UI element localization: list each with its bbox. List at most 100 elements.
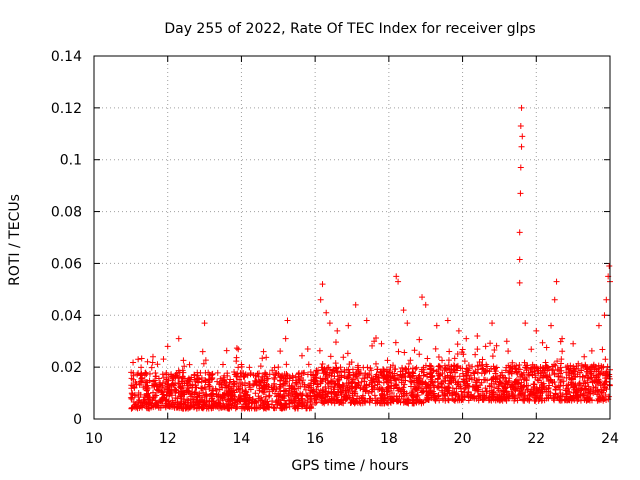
x-tick-label: 12 [159, 431, 177, 447]
data-point [422, 397, 429, 404]
data-point [597, 394, 604, 401]
data-point [317, 375, 324, 382]
data-point [597, 370, 604, 377]
data-point [459, 346, 466, 353]
data-point [227, 376, 234, 383]
data-point [390, 362, 397, 369]
data-point [356, 399, 363, 406]
data-point [531, 381, 538, 388]
data-point-notable [284, 317, 291, 324]
data-point [435, 383, 442, 390]
data-point [235, 364, 242, 371]
data-point-notable [517, 190, 524, 197]
data-point [197, 398, 204, 405]
data-point [266, 392, 273, 399]
data-point [286, 382, 293, 389]
data-point [180, 369, 187, 376]
data-point [479, 396, 486, 403]
data-point [466, 375, 473, 382]
data-point [275, 390, 282, 397]
data-point [491, 384, 498, 391]
data-point [202, 369, 209, 376]
data-point [449, 385, 456, 392]
data-point [442, 377, 449, 384]
data-point [236, 396, 243, 403]
data-point [349, 388, 356, 395]
data-point [307, 398, 314, 405]
data-point [489, 353, 496, 360]
data-point [174, 395, 181, 402]
data-point [432, 345, 439, 352]
data-point [438, 379, 445, 386]
data-point [430, 367, 437, 374]
data-point [599, 389, 606, 396]
data-point [576, 373, 583, 380]
data-point [515, 392, 522, 399]
data-point [518, 379, 525, 386]
data-point-notable [404, 320, 411, 327]
data-point [474, 346, 481, 353]
data-point [590, 385, 597, 392]
data-point [452, 379, 459, 386]
data-point [527, 390, 534, 397]
data-point [399, 364, 406, 371]
data-point [133, 403, 140, 410]
data-point [219, 377, 226, 384]
data-point [519, 396, 526, 403]
data-point [227, 396, 234, 403]
data-point [330, 386, 337, 393]
data-point [263, 405, 270, 412]
y-tick-label: 0.06 [51, 256, 82, 272]
data-point-notable [581, 353, 588, 360]
data-point [426, 362, 433, 369]
data-point [579, 374, 586, 381]
data-point [162, 397, 169, 404]
data-point [472, 351, 479, 358]
data-point [224, 372, 231, 379]
data-point [583, 395, 590, 402]
data-point [372, 379, 379, 385]
data-point [172, 379, 179, 386]
y-tick-label: 0.14 [51, 49, 82, 65]
data-point [450, 397, 457, 404]
data-point [239, 381, 246, 388]
data-point [275, 397, 282, 404]
data-point-notable [345, 322, 352, 329]
data-point [395, 348, 402, 355]
data-point [332, 366, 339, 373]
data-point [558, 397, 565, 404]
data-point [371, 392, 378, 399]
data-point [425, 390, 432, 397]
data-point [321, 400, 328, 407]
data-point [289, 400, 296, 407]
data-point [235, 346, 242, 353]
data-point [208, 398, 215, 405]
data-point [321, 365, 328, 372]
data-point [208, 392, 215, 399]
data-point [475, 376, 482, 383]
data-point [400, 399, 407, 406]
data-point [422, 379, 429, 386]
data-point [431, 396, 438, 403]
data-point [179, 390, 186, 397]
data-point [529, 372, 536, 379]
data-point [554, 366, 561, 373]
data-point [451, 366, 458, 373]
data-point [225, 401, 232, 408]
data-point [280, 388, 287, 395]
data-point [523, 383, 530, 390]
data-point [542, 359, 549, 366]
data-point [262, 369, 269, 376]
data-point [557, 338, 564, 345]
data-point [407, 357, 414, 364]
data-point [160, 356, 167, 363]
data-point [368, 383, 375, 390]
data-point [139, 375, 146, 382]
data-point [599, 346, 606, 353]
data-point [433, 368, 440, 375]
data-point [132, 401, 139, 408]
data-point [409, 397, 416, 404]
data-point [138, 364, 145, 371]
data-point [245, 404, 252, 411]
data-point [344, 350, 351, 357]
